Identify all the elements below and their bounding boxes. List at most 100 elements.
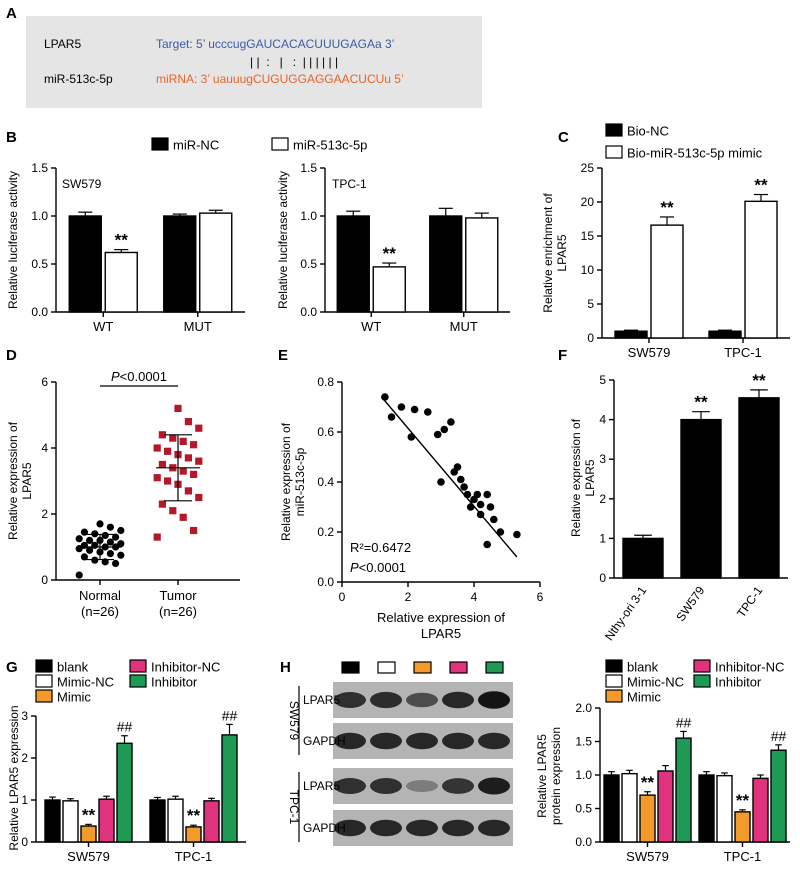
blot-band-1-0-4 <box>478 777 510 795</box>
D-x-label-1: Tumor <box>159 588 197 603</box>
G-bar-0-0 <box>44 799 61 843</box>
H-annotation-1: ** <box>736 791 750 810</box>
blot-band-1-1-2 <box>406 819 438 837</box>
H-bar-0-1 <box>698 774 715 843</box>
B-SW579-y-tick-label-1: 0.5 <box>31 257 48 271</box>
panel-a: LPAR5 miR-513c-5p Target: 5’ ucccugGAUCA… <box>26 16 482 108</box>
B-SW579-annotation-0: ** <box>115 231 129 250</box>
D-point-0-14 <box>117 540 125 548</box>
D-point-0-23 <box>117 526 125 535</box>
B-TPC1-y-tick-label-0: 0.0 <box>300 305 317 319</box>
G-y-tick-label-1: 1 <box>21 793 28 807</box>
D-y-tick-label-1: 2 <box>41 507 48 521</box>
D-point-1-21 <box>169 434 177 442</box>
G-annotation-1: ** <box>187 806 201 825</box>
E-point-11 <box>460 483 468 491</box>
D-point-0-4 <box>80 553 88 561</box>
mirna-label: miR-513c-5p <box>44 72 113 86</box>
D-point-1-22 <box>158 431 166 439</box>
C-legend-swatch-0 <box>605 123 623 137</box>
C-annotation-0: ** <box>660 198 674 217</box>
D-point-1-8 <box>164 477 172 485</box>
H-y-tick-label-4: 2.0 <box>575 701 592 715</box>
G-bar-1-0 <box>62 800 79 843</box>
E-point-7 <box>447 418 455 426</box>
C-x-label-1: TPC-1 <box>724 345 762 360</box>
G-legend-b-label-1: Inhibitor <box>151 675 198 690</box>
C-y-tick-label-4: 20 <box>581 195 595 209</box>
H-legend-a-swatch-2 <box>605 689 623 703</box>
panel-letter-f: F <box>558 347 567 364</box>
B-TPC1-bar-1-0 <box>372 266 406 313</box>
E-x-tick-label-0: 0 <box>339 590 346 604</box>
blot-lane-marker-1 <box>377 661 396 674</box>
blot-lane-marker-2 <box>413 661 432 674</box>
blot-band-1-0-3 <box>442 778 474 794</box>
G-bar-0-1 <box>149 799 166 843</box>
D-point-1-19 <box>190 441 198 449</box>
B-SW579-x-label-0: WT <box>93 319 113 334</box>
C-ylabel-1: LPAR5 <box>555 234 569 271</box>
C-y-tick-label-3: 15 <box>581 229 595 243</box>
E-point-1 <box>387 413 396 421</box>
blot-lane-marker-0 <box>341 661 360 674</box>
charts: miR-NC miR-513c-5p 0.0 0.5 1.0 1.5 WT MUT ** Rela… <box>6 123 790 864</box>
D-point-1-2 <box>179 513 187 521</box>
blot-cell-label-1: TPC-1 <box>287 790 301 825</box>
blot-lane-marker-3 <box>449 661 468 674</box>
G-ylabel: Relative LPAR5 expression <box>7 705 21 850</box>
H-legend-a-swatch-0 <box>605 659 623 673</box>
panel-letter-g: G <box>6 659 18 676</box>
D-y-tick-label-3: 6 <box>41 375 48 389</box>
G-legend-a-swatch-0 <box>35 659 53 673</box>
F-y-tick-label-4: 4 <box>599 413 606 427</box>
G-bar-4-1 <box>221 734 238 843</box>
F-ylabel-0: Relative expression of <box>569 418 583 537</box>
D-point-0-17 <box>86 536 94 545</box>
panel-letter-c: C <box>558 129 569 146</box>
E-x-tick-label-2: 4 <box>471 590 478 604</box>
D-point-0-18 <box>75 535 83 543</box>
C-legend-label-0: Bio-NC <box>627 124 669 139</box>
H-bar-4-1 <box>770 749 787 843</box>
D-point-0-1 <box>112 559 120 568</box>
blot-band-1-1-0 <box>334 819 366 837</box>
B-TPC1-ylabel: Relative luciferase activity <box>276 171 290 309</box>
H-bar-1-0 <box>621 772 638 843</box>
blot-band-0-0-4 <box>478 691 510 709</box>
G-bar-1-1 <box>167 798 184 843</box>
B-legend-swatch-0 <box>151 137 169 151</box>
B-legend-label-0: miR-NC <box>173 138 219 153</box>
G-y-tick-label-0: 0 <box>21 835 28 849</box>
G-x-label-0: SW579 <box>67 849 110 864</box>
D-point-1-24 <box>184 418 192 426</box>
blot-band-1-0-0 <box>334 778 366 794</box>
C-y-tick-label-1: 5 <box>587 297 594 311</box>
E-y-tick-label-2: 0.4 <box>317 475 334 489</box>
D-x-label-0: Normal <box>79 588 121 603</box>
blot-row-label-0-0: LPAR5 <box>303 693 340 707</box>
E-point-5 <box>433 430 442 439</box>
E-x-tick-label-1: 2 <box>405 590 412 604</box>
blot-band-1-1-4 <box>478 819 510 837</box>
blot-band-0-1-2 <box>406 732 438 750</box>
E-point-3 <box>410 405 419 414</box>
blot-band-0-1-4 <box>478 732 510 750</box>
B-TPC1-bar-1-1 <box>465 217 499 313</box>
H-y-tick-label-2: 1.0 <box>575 768 592 782</box>
blot-row-label-0-1: GAPDH <box>303 734 346 748</box>
B-SW579-ylabel: Relative luciferase activity <box>6 171 20 309</box>
C-bar-1-1 <box>744 200 778 339</box>
G-y-tick-label-2: 2 <box>21 751 28 765</box>
B-SW579-x-label-1: MUT <box>184 319 212 334</box>
H-annotation-2: ## <box>676 714 692 730</box>
target-sequence: Target: 5’ ucccugGAUCACACUUUGAGAa 3’ <box>156 37 394 51</box>
C-annotation-1: ** <box>754 176 768 195</box>
D-point-1-3 <box>169 507 177 515</box>
E-point-19 <box>486 503 495 511</box>
blot-band-0-0-3 <box>442 691 474 709</box>
H-legend-a-swatch-1 <box>605 674 623 688</box>
D-point-0-20 <box>101 531 109 540</box>
G-bar-2-1 <box>185 826 202 843</box>
D-point-0-12 <box>91 541 99 549</box>
